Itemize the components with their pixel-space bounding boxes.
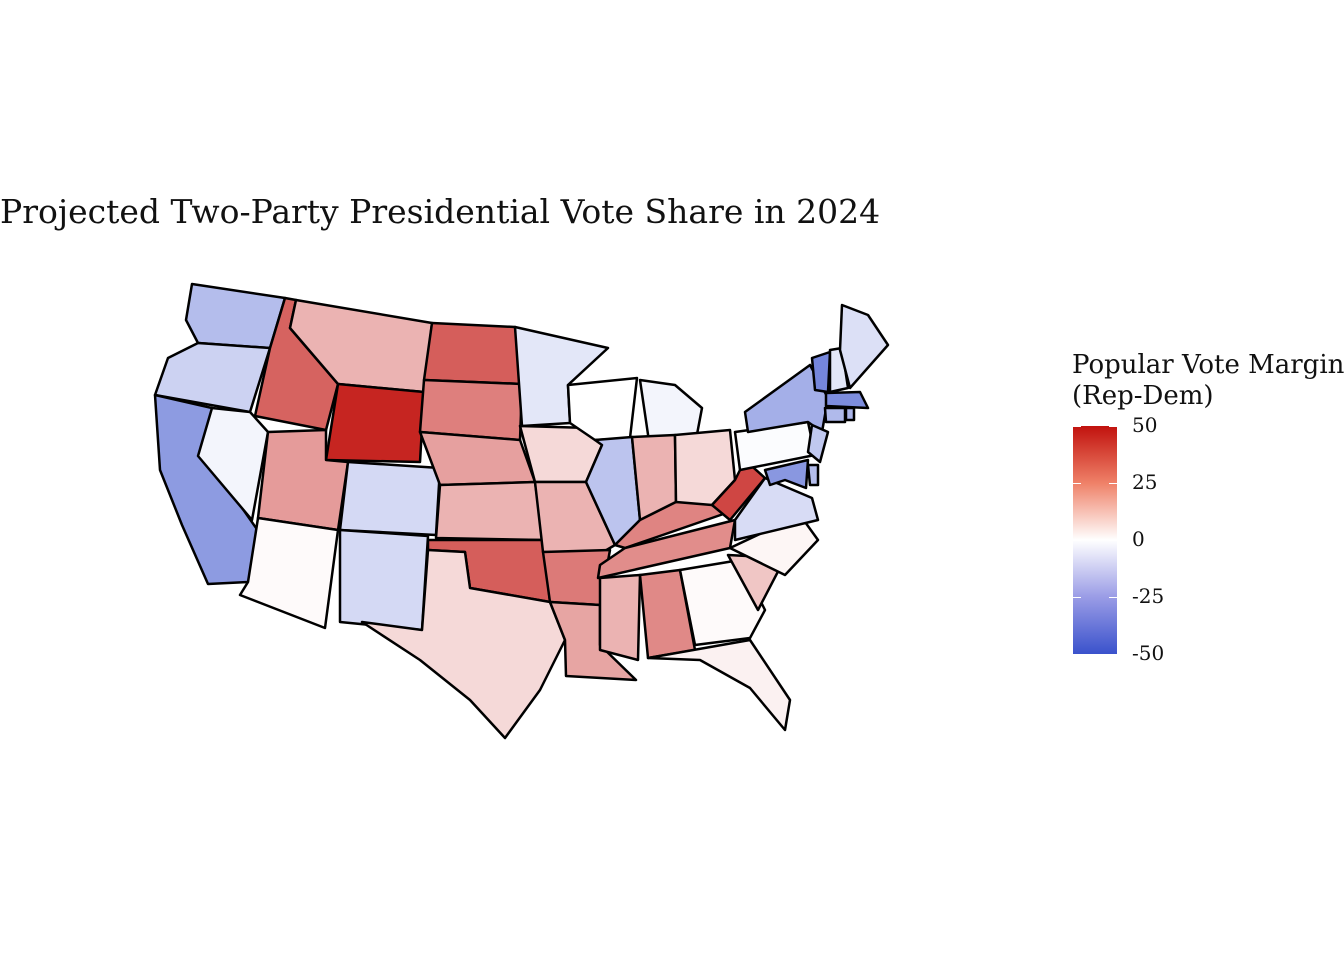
state-ne bbox=[418, 430, 537, 487]
legend-tick-left bbox=[1073, 597, 1081, 598]
state-ks bbox=[434, 480, 545, 542]
state-de bbox=[806, 463, 820, 487]
state-fl bbox=[646, 638, 792, 732]
state-md bbox=[763, 458, 810, 490]
state-tx bbox=[360, 548, 567, 740]
legend-tick-left bbox=[1073, 483, 1081, 484]
state-nd bbox=[422, 321, 524, 386]
legend-tick-right bbox=[1109, 654, 1117, 655]
legend-title-line1: Popular Vote Margin bbox=[1072, 350, 1344, 380]
state-ct bbox=[823, 406, 847, 424]
state-vt bbox=[810, 350, 832, 394]
state-wa bbox=[184, 282, 287, 350]
state-me bbox=[838, 303, 890, 390]
legend-tick-label: 0 bbox=[1132, 527, 1145, 551]
legend-tick-left bbox=[1073, 654, 1081, 655]
state-nm bbox=[338, 528, 430, 632]
legend-title: Popular Vote Margin (Rep-Dem) bbox=[1072, 350, 1344, 412]
state-co bbox=[338, 460, 442, 537]
state-tn bbox=[596, 518, 737, 580]
legend-tick-label: 50 bbox=[1132, 413, 1158, 437]
state-or bbox=[153, 341, 272, 414]
state-ms bbox=[598, 573, 642, 662]
state-wv bbox=[710, 458, 767, 522]
state-nj bbox=[806, 423, 830, 464]
legend-tick-label: 25 bbox=[1132, 470, 1158, 494]
state-ma bbox=[824, 390, 870, 410]
us-choropleth-map bbox=[153, 282, 890, 740]
map-title: Projected Two-Party Presidential Vote Sh… bbox=[0, 192, 881, 231]
state-va bbox=[733, 476, 820, 542]
legend-tick-left bbox=[1073, 426, 1081, 427]
legend-title-line2: (Rep-Dem) bbox=[1072, 381, 1214, 411]
state-wy bbox=[324, 382, 426, 464]
legend-tick-right bbox=[1109, 597, 1117, 598]
legend-tick-left bbox=[1073, 540, 1081, 541]
legend-tick-right bbox=[1109, 483, 1117, 484]
legend-tick-label: -50 bbox=[1132, 641, 1165, 665]
state-sd bbox=[418, 378, 524, 442]
state-ri bbox=[844, 406, 856, 422]
legend-tick-right bbox=[1109, 540, 1117, 541]
state-az bbox=[238, 516, 340, 630]
legend-tick-label: -25 bbox=[1132, 584, 1165, 608]
state-nv bbox=[196, 406, 270, 522]
legend-tick-right bbox=[1109, 426, 1117, 427]
